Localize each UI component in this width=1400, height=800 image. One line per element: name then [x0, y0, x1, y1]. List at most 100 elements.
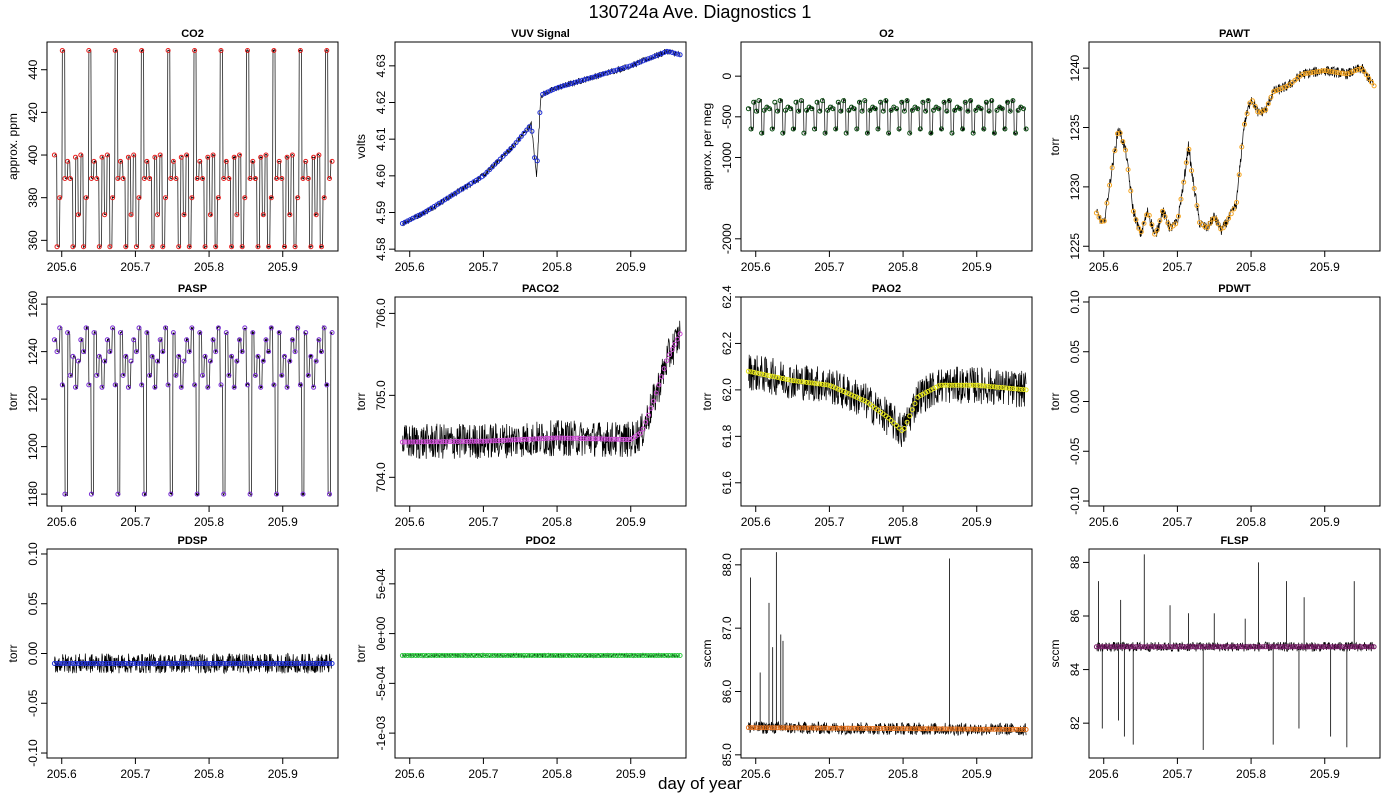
- avg-point-pao2: [968, 382, 974, 388]
- avg-point-pdsp: [59, 661, 65, 666]
- avg-point-co2: [178, 154, 184, 160]
- avg-point-pawt: [1255, 109, 1261, 115]
- y-tick-label-co2: 380: [26, 187, 40, 207]
- avg-point-flwt: [841, 725, 847, 731]
- avg-point-pdsp: [229, 661, 235, 666]
- avg-point-pasp: [207, 358, 213, 364]
- avg-point-co2: [194, 176, 200, 181]
- avg-point-flsp: [1353, 644, 1359, 650]
- avg-point-pasp: [155, 358, 160, 364]
- avg-point-flsp: [1128, 644, 1134, 650]
- avg-point-flwt: [867, 725, 873, 731]
- avg-point-co2: [324, 48, 330, 53]
- avg-point-co2: [247, 176, 253, 181]
- avg-point-pao2: [809, 380, 815, 386]
- avg-point-pasp: [218, 382, 224, 388]
- avg-point-vuv: [566, 81, 572, 87]
- avg-point-co2: [91, 158, 97, 164]
- avg-point-o2: [751, 99, 757, 105]
- avg-point-flwt: [875, 726, 881, 731]
- avg-point-flwt: [854, 725, 860, 731]
- avg-point-pdsp: [91, 661, 97, 666]
- avg-point-o2: [767, 106, 772, 112]
- avg-point-pdsp: [268, 661, 274, 666]
- avg-point-pdsp: [210, 661, 216, 666]
- avg-point-flsp: [1302, 644, 1308, 650]
- y-tick-label-pasp: 1200: [26, 433, 40, 460]
- y-tick-label-co2: 400: [26, 145, 40, 165]
- avg-point-pasp: [133, 349, 139, 355]
- avg-point-paco2: [450, 439, 456, 445]
- avg-point-pdo2: [513, 653, 519, 658]
- y-tick-label-pdwt: 0.05: [1068, 340, 1082, 364]
- avg-point-o2: [756, 98, 762, 104]
- avg-point-o2: [804, 107, 810, 113]
- y-tick-label-pdsp: -0.05: [26, 689, 40, 717]
- x-tick-label-flwt: 205.7: [814, 767, 844, 781]
- avg-point-pao2: [756, 371, 762, 376]
- avg-point-pawt: [1107, 182, 1113, 188]
- avg-point-paco2: [521, 436, 527, 442]
- avg-point-flwt: [798, 725, 804, 731]
- avg-point-co2: [282, 244, 287, 250]
- avg-point-pawt: [1228, 211, 1234, 217]
- avg-point-pdo2: [569, 653, 575, 658]
- avg-point-pao2: [917, 393, 923, 398]
- avg-point-pdsp: [81, 661, 86, 666]
- avg-point-o2: [915, 106, 921, 112]
- avg-point-flwt: [896, 726, 902, 732]
- avg-point-pdsp: [279, 661, 285, 666]
- x-tick-label-flsp: 205.9: [1310, 767, 1340, 781]
- avg-point-vuv: [664, 48, 670, 54]
- avg-point-o2: [923, 108, 929, 114]
- avg-point-pdsp: [189, 661, 195, 666]
- avg-point-vuv: [481, 172, 487, 178]
- avg-point-pao2: [1018, 386, 1024, 392]
- avg-point-co2: [308, 244, 314, 250]
- avg-point-paco2: [511, 437, 516, 443]
- avg-point-pdo2: [421, 653, 426, 658]
- avg-point-co2: [176, 244, 182, 250]
- avg-point-vuv: [582, 77, 588, 82]
- avg-point-vuv: [608, 69, 614, 75]
- avg-point-flsp: [1265, 644, 1271, 650]
- data-flsp: [1093, 554, 1377, 750]
- avg-point-vuv: [645, 56, 651, 62]
- x-tick-label-pao2: 205.7: [814, 515, 844, 529]
- avg-point-co2: [136, 195, 142, 201]
- avg-point-flwt: [748, 725, 754, 731]
- avg-point-pdsp: [327, 661, 332, 666]
- avg-point-paco2: [571, 435, 577, 441]
- avg-point-pao2: [769, 373, 775, 379]
- avg-point-pdsp: [258, 661, 264, 666]
- avg-point-pao2: [909, 407, 915, 413]
- avg-point-pasp: [319, 349, 324, 355]
- avg-point-flsp: [1165, 644, 1171, 650]
- avg-point-paco2: [555, 435, 561, 441]
- panel-title-o2: O2: [879, 28, 894, 40]
- avg-point-vuv: [415, 213, 421, 219]
- avg-point-pao2: [997, 384, 1003, 390]
- avg-point-co2: [258, 154, 264, 160]
- avg-point-pdo2: [600, 653, 606, 658]
- avg-point-pdo2: [452, 653, 458, 658]
- avg-point-flwt: [814, 725, 820, 731]
- avg-point-flsp: [1366, 644, 1372, 650]
- avg-point-pdsp: [300, 661, 306, 666]
- avg-point-paco2: [661, 366, 667, 372]
- avg-point-pdsp: [65, 661, 71, 666]
- avg-point-pawt: [1318, 68, 1324, 74]
- avg-point-pdo2: [595, 653, 601, 658]
- avg-point-paco2: [566, 435, 572, 441]
- avg-point-pawt: [1260, 108, 1266, 114]
- avg-point-pasp: [110, 325, 116, 331]
- avg-point-flwt: [833, 725, 839, 731]
- avg-point-o2: [759, 130, 765, 136]
- avg-point-pdo2: [645, 653, 651, 658]
- avg-point-pasp: [67, 372, 73, 378]
- avg-point-o2: [925, 98, 931, 104]
- avg-point-vuv: [532, 155, 538, 161]
- avg-point-co2: [99, 154, 105, 160]
- avg-point-pasp: [226, 372, 232, 378]
- avg-point-pasp: [75, 358, 81, 364]
